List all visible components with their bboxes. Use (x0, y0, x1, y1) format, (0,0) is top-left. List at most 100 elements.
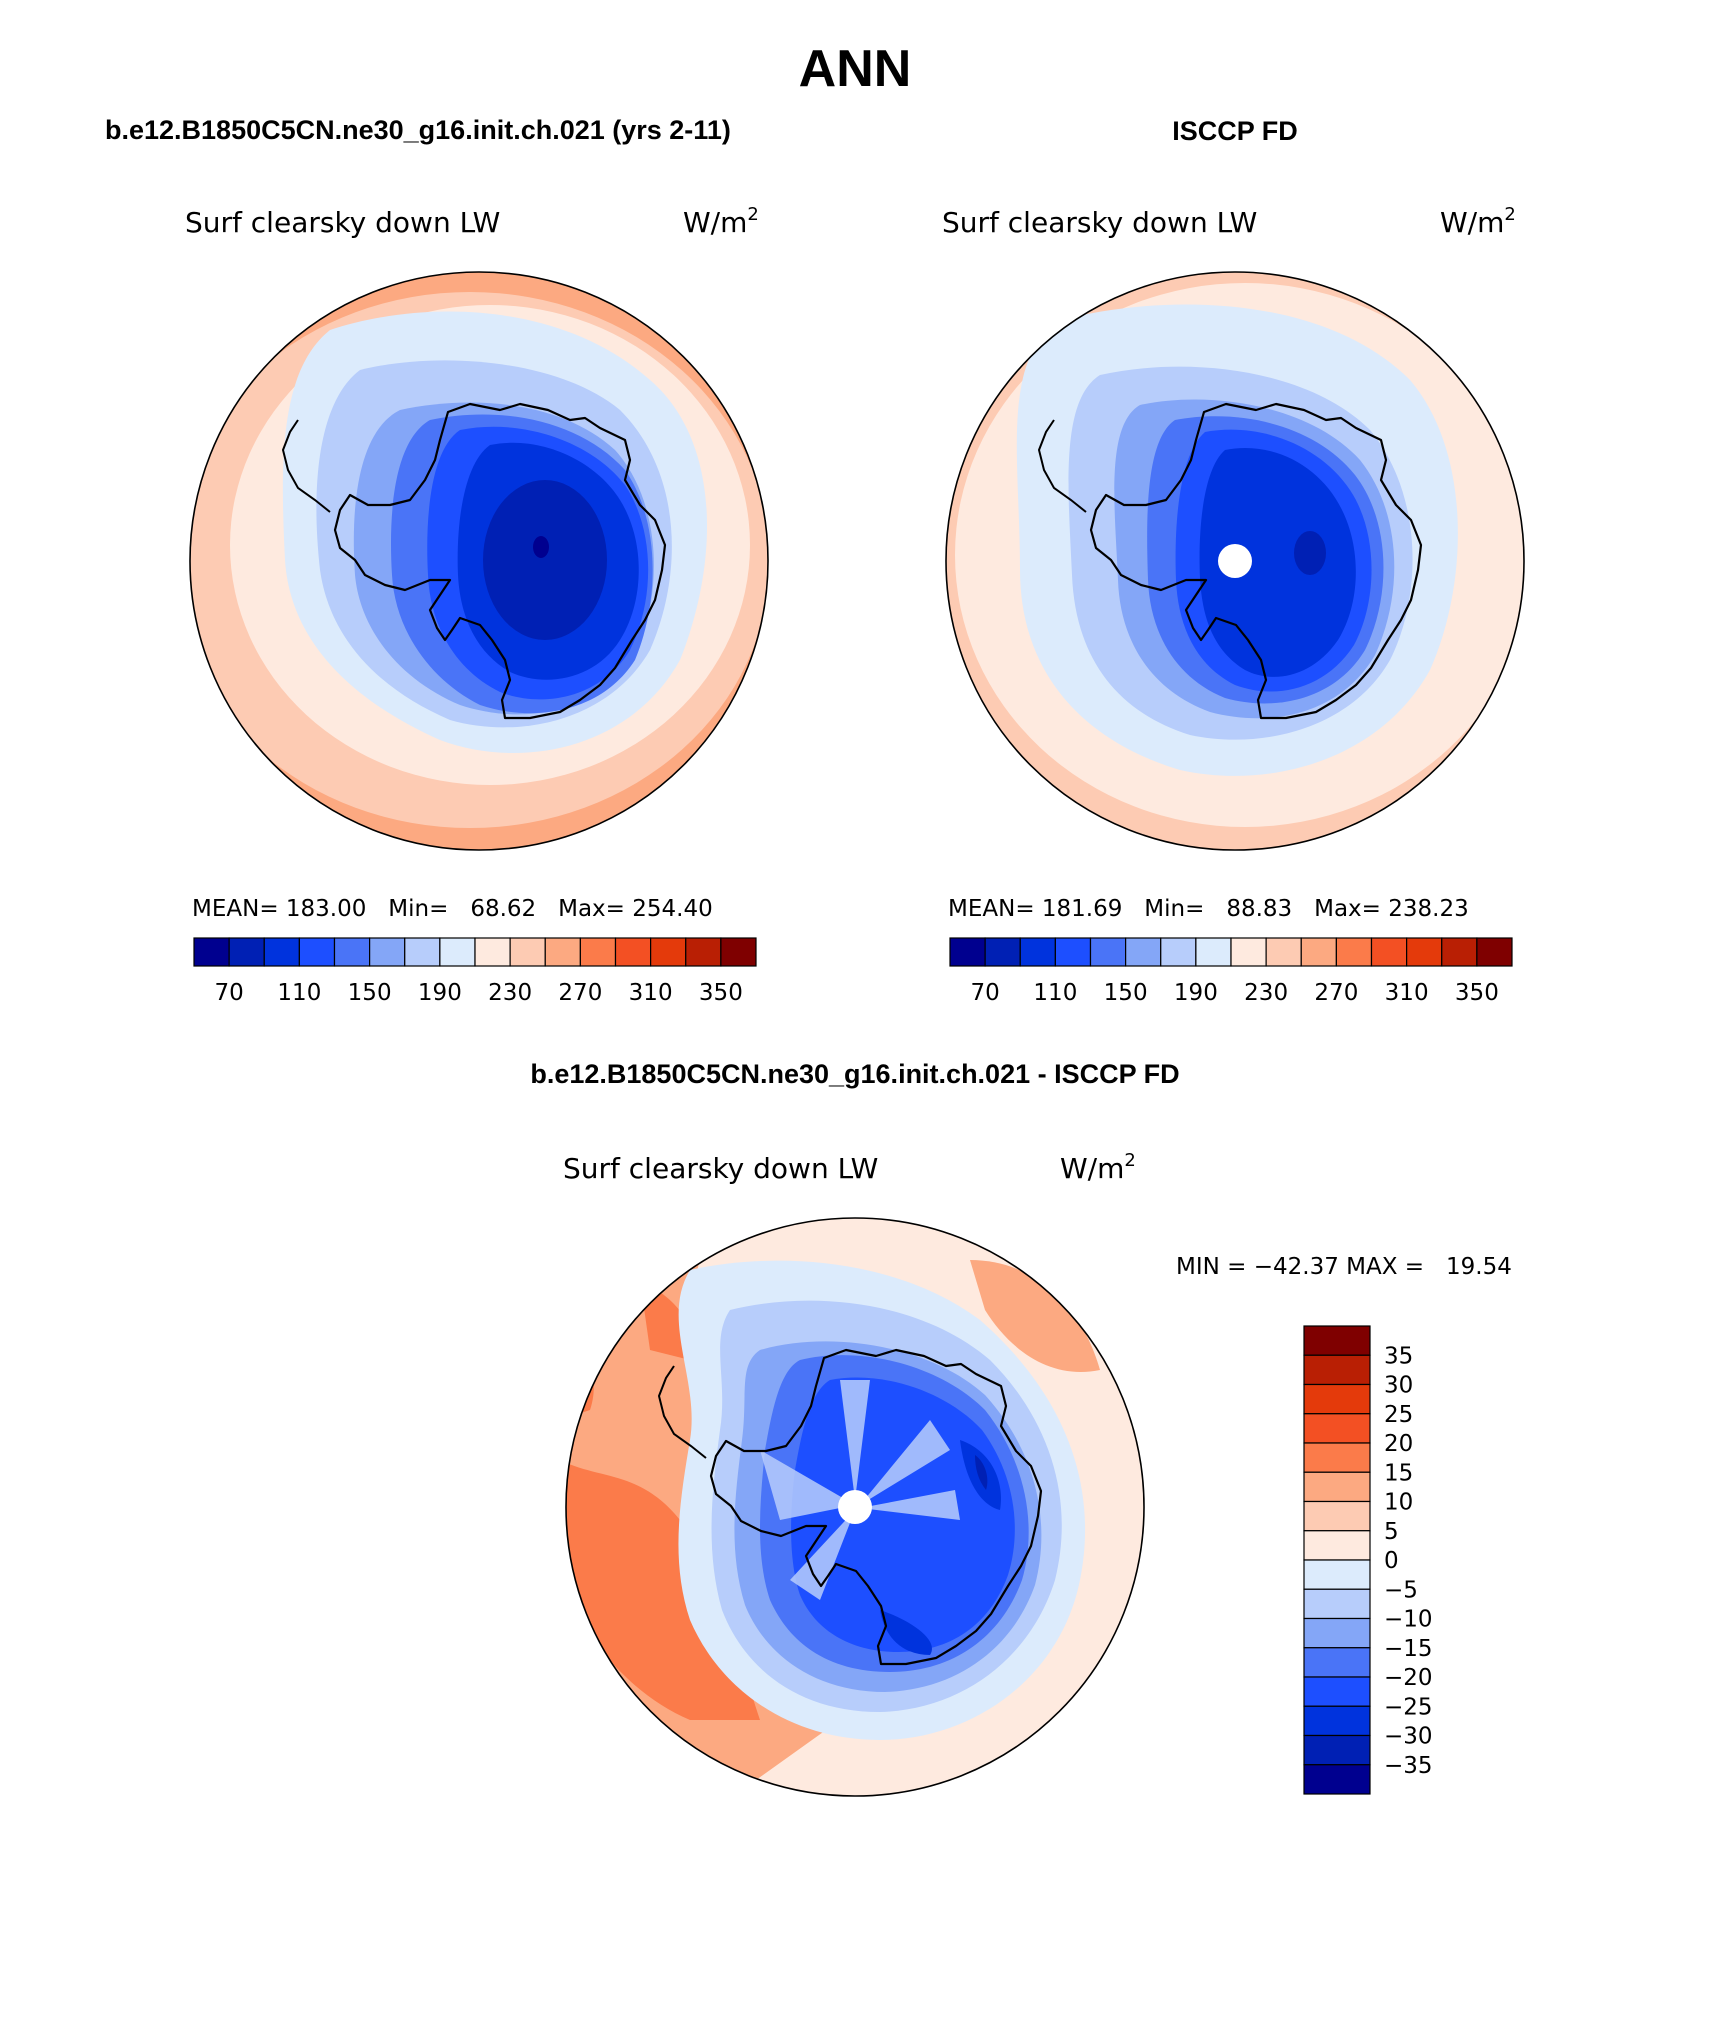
panel-a-header: b.e12.B1850C5CN.ne30_g16.init.ch.021 (yr… (105, 115, 731, 145)
panel-a-colorbar-swatch (369, 937, 406, 967)
panel-b-map-boundary (945, 271, 1525, 851)
panel-a-units: W/m2 (683, 204, 759, 239)
panel-b-colorbar-swatch (1335, 937, 1373, 967)
diff-colorbar-swatch (1303, 1705, 1371, 1737)
panel-b-colorbar-tick-label: 70 (970, 980, 999, 1006)
panel-b-colorbar-swatch (1300, 937, 1337, 967)
panel-b-band-90 (1294, 531, 1326, 575)
panel-a-colorbar-tick-label: 270 (558, 980, 602, 1006)
panel-a-colorbar-tick-label: 230 (488, 980, 532, 1006)
panel-b-colorbar-swatch (984, 937, 1021, 967)
diff-colorbar-swatch (1303, 1764, 1371, 1795)
panel-b-colorbar-tick-label: 230 (1244, 980, 1288, 1006)
diff-units: W/m2 (1060, 1150, 1136, 1185)
diff-map-boundary (565, 1217, 1145, 1797)
panel-a-colorbar-swatch (439, 937, 476, 967)
diff-band-pos-15-nw (566, 1340, 594, 1420)
panel-b-colorbar-tick-label: 150 (1104, 980, 1148, 1006)
diff-colorbar-swatch (1303, 1530, 1371, 1561)
panel-a-coastline (333, 402, 667, 720)
panel-b-colorbar-swatch (1441, 937, 1478, 967)
diff-colorbar-tick-label: 5 (1384, 1519, 1399, 1545)
panel-b-pole-hole (1218, 544, 1252, 578)
panel-a-map (190, 272, 768, 850)
diff-colorbar-swatch (1303, 1413, 1371, 1444)
diff-colorbar-swatch (1303, 1471, 1371, 1503)
panel-b-colorbar-ticks: 70 110 150 190 230 270 310 350 (970, 980, 1498, 1006)
panel-b-colorbar-swatch (1195, 937, 1232, 967)
diff-variable: Surf clearsky down LW (563, 1152, 878, 1185)
panel-b-colorbar-swatch (1054, 937, 1092, 967)
panel-b-header: ISCCP FD (1172, 116, 1298, 146)
diff-header: b.e12.B1850C5CN.ne30_g16.init.ch.021 - I… (530, 1059, 1179, 1089)
diff-band-neg-30-s (880, 1610, 932, 1655)
diff-band-neg-35 (975, 1455, 988, 1490)
panel-a-colorbar-swatch (579, 937, 617, 967)
panel-a-stats: MEAN= 183.00 Min= 68.62 Max= 254.40 (192, 896, 713, 922)
diff-colorbar-tick-label: −5 (1384, 1577, 1418, 1603)
diff-colorbar-swatch (1303, 1442, 1371, 1473)
diff-minmax: MIN = −42.37 MAX = 19.54 (1176, 1254, 1512, 1280)
diff-pole-hole (838, 1490, 872, 1524)
panel-a-colorbar-swatch (263, 937, 300, 967)
diff-colorbar-swatch (1303, 1647, 1371, 1678)
panel-a-colorbar-tick-label: 110 (277, 980, 321, 1006)
panel-a-colorbar-swatch (474, 937, 511, 967)
panel-a-colorbar-swatch (685, 937, 722, 967)
diff-colorbar-swatch (1303, 1325, 1371, 1356)
panel-a-map-boundary (189, 271, 769, 851)
panel-a-colorbar-swatch (509, 937, 546, 967)
panel-b-colorbar-tick-label: 270 (1314, 980, 1358, 1006)
diff-peninsula (657, 1365, 707, 1459)
diff-map (566, 1218, 1144, 1796)
panel-b-colorbar-swatch (1019, 937, 1056, 967)
diff-colorbar-tick-label: −25 (1384, 1694, 1433, 1720)
panel-a-colorbar-tick-label: 190 (418, 980, 462, 1006)
diff-colorbar-tick-label: −30 (1384, 1724, 1433, 1750)
diff-colorbar (1303, 1325, 1371, 1795)
panel-b-coastline (1089, 402, 1423, 720)
diff-streaks (760, 1380, 960, 1600)
diff-colorbar-tick-label: −35 (1384, 1753, 1433, 1779)
diff-band-pos-10-ne (970, 1260, 1100, 1372)
diff-colorbar-swatch (1303, 1354, 1371, 1386)
diff-coastline (709, 1348, 1043, 1666)
panel-a-colorbar-swatch (333, 937, 371, 967)
panel-b-peninsula (1037, 419, 1087, 513)
panel-a-variable: Surf clearsky down LW (185, 206, 500, 239)
diff-colorbar-tick-label: 30 (1384, 1373, 1413, 1399)
panel-a-colorbar-ticks: 70 110 150 190 230 270 310 350 (214, 980, 742, 1006)
diff-colorbar-tick-label: 35 (1384, 1343, 1413, 1369)
panel-a-band-70 (533, 536, 549, 558)
panel-a-peninsula (281, 419, 331, 513)
panel-b-variable: Surf clearsky down LW (942, 206, 1257, 239)
panel-a-colorbar-tick-label: 70 (214, 980, 243, 1006)
panel-a-band-90 (483, 480, 607, 640)
panel-b-colorbar-swatch (1230, 937, 1267, 967)
panel-b-colorbar-swatch (1125, 937, 1162, 967)
panel-b-units: W/m2 (1440, 204, 1516, 239)
panel-a-colorbar-swatch (228, 937, 265, 967)
diff-colorbar-tick-label: 25 (1384, 1402, 1413, 1428)
diff-colorbar-tick-label: 10 (1384, 1490, 1413, 1516)
panel-a-colorbar-swatch (298, 937, 336, 967)
diff-colorbar-tick-label: 15 (1384, 1460, 1413, 1486)
diff-colorbar-swatch (1303, 1734, 1371, 1766)
diff-colorbar-tick-label: −15 (1384, 1636, 1433, 1662)
panel-a-colorbar-tick-label: 150 (348, 980, 392, 1006)
diff-colorbar-swatch (1303, 1500, 1371, 1532)
panel-a-colorbar-tick-label: 310 (629, 980, 673, 1006)
panel-a-colorbar-swatch (650, 937, 687, 967)
diff-colorbar-swatch (1303, 1676, 1371, 1707)
panel-b-colorbar-tick-label: 350 (1455, 980, 1499, 1006)
panel-a-colorbar-swatch (193, 937, 230, 967)
diff-band-neg-25 (791, 1377, 1015, 1652)
panel-b-colorbar (949, 937, 1513, 967)
panel-b-colorbar-swatch (949, 937, 986, 967)
diff-colorbar-ticks: 35 30 25 20 15 10 5 0 −5 −10 −15 −20 −25 −30 −35 (1384, 1343, 1433, 1779)
panel-b-colorbar-swatch (1370, 937, 1408, 967)
panel-b-colorbar-swatch (1406, 937, 1443, 967)
diff-colorbar-swatch (1303, 1588, 1371, 1620)
panel-b-stats: MEAN= 181.69 Min= 88.83 Max= 238.23 (948, 896, 1469, 922)
